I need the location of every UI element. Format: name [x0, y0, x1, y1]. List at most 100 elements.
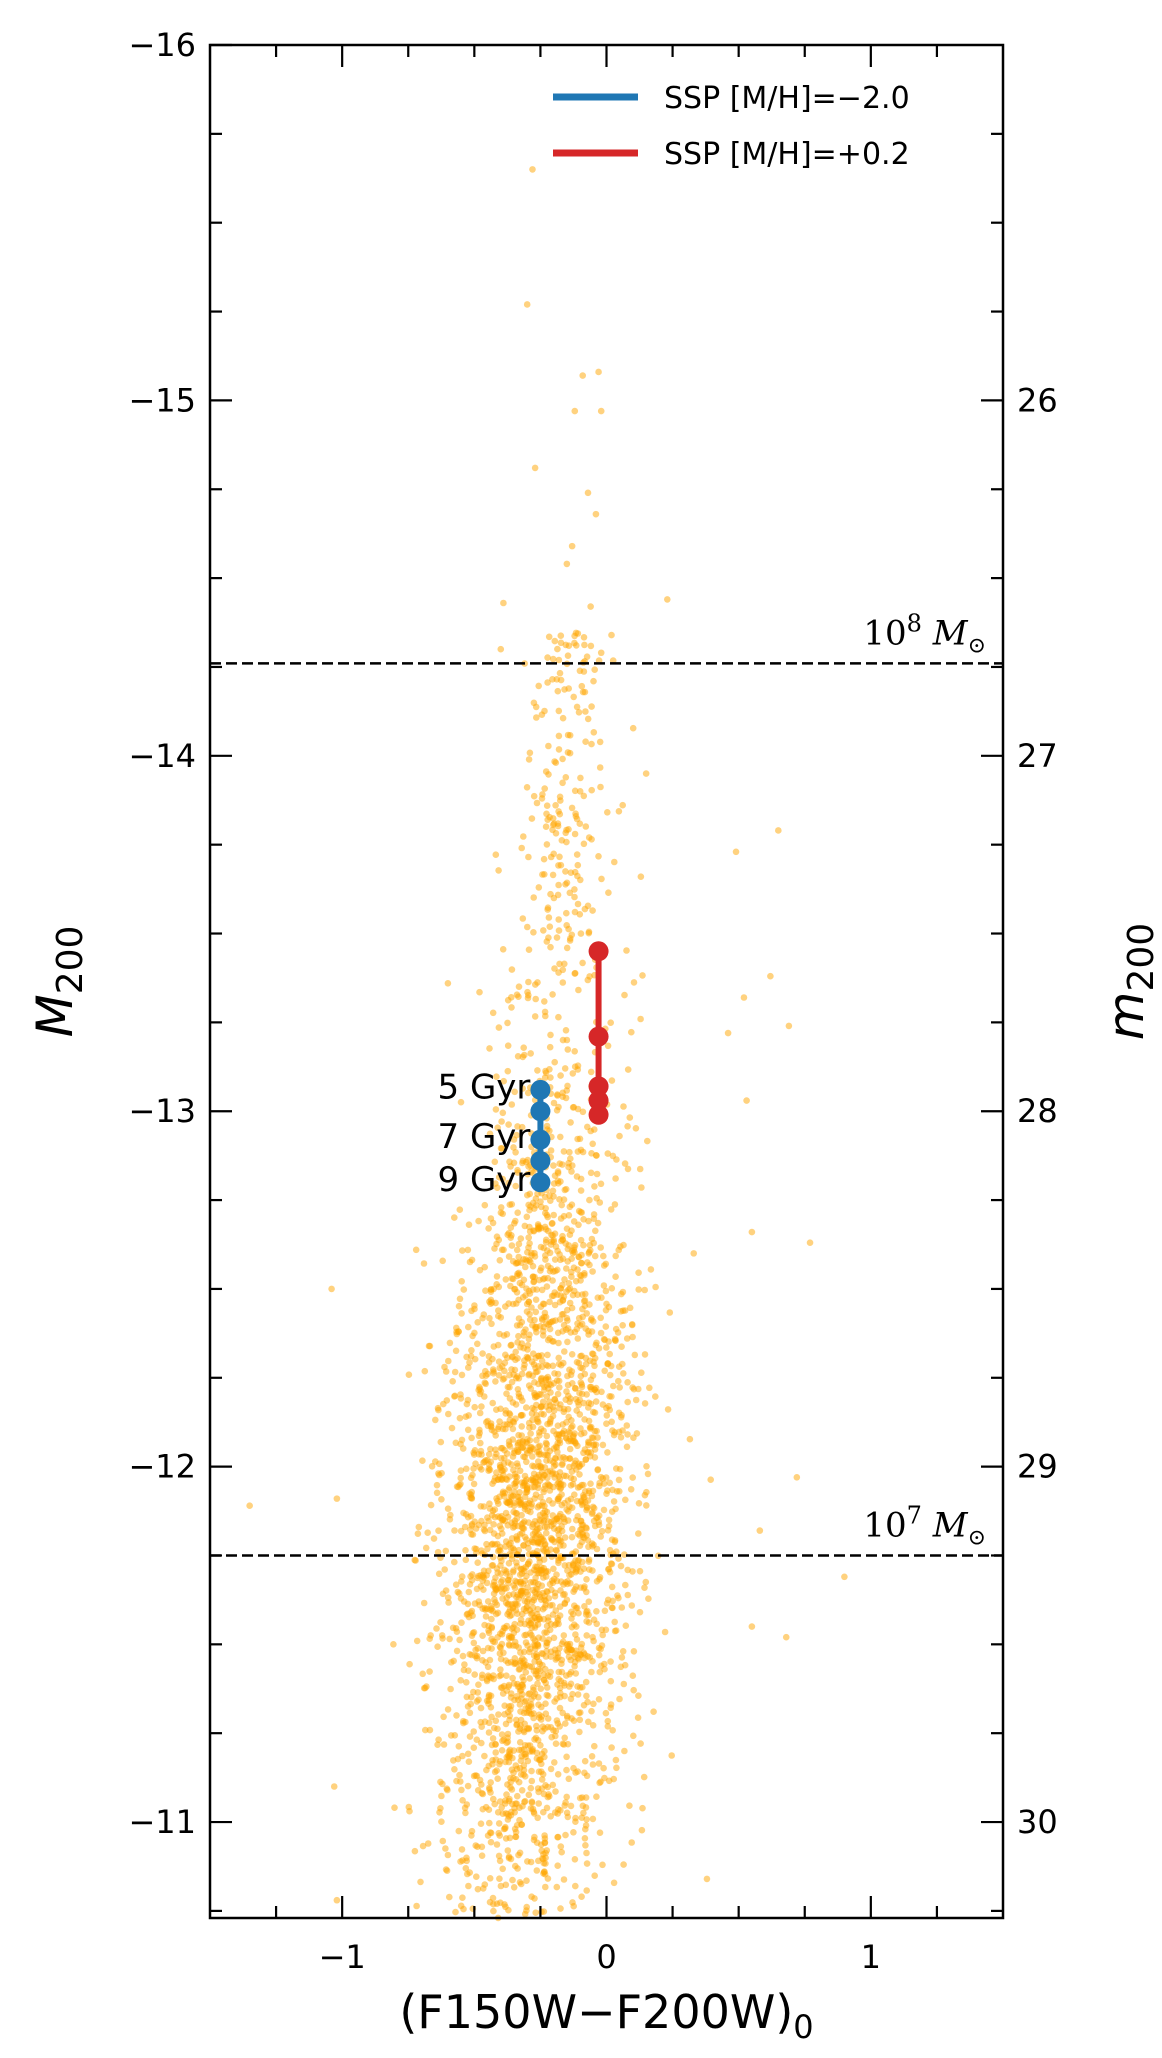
scatter-point [559, 1709, 566, 1717]
scatter-point [619, 1427, 626, 1434]
scatter-point [563, 1388, 570, 1395]
scatter-point [437, 1619, 444, 1626]
scatter-point [593, 1339, 600, 1347]
scatter-point [643, 1463, 650, 1470]
scatter-point [582, 1456, 590, 1463]
scatter-point [434, 1643, 441, 1650]
scatter-point [578, 1390, 586, 1398]
scatter-point [463, 1465, 470, 1473]
x-axis-label: (F150W−F200W)0 [399, 1985, 813, 2046]
scatter-point [640, 1773, 648, 1781]
scatter-point [528, 1168, 535, 1175]
scatter-point [417, 1878, 424, 1886]
scatter-point [595, 1696, 603, 1703]
scatter-point [622, 1622, 630, 1629]
scatter-point [528, 1624, 535, 1632]
scatter-point [587, 1449, 595, 1456]
scatter-point [481, 1393, 488, 1400]
scatter-point [521, 1518, 528, 1525]
scatter-point [564, 1714, 571, 1721]
scatter-point [457, 1467, 465, 1474]
scatter-point [551, 1538, 558, 1546]
scatter-point [569, 1104, 577, 1111]
scatter-point [543, 1684, 551, 1691]
scatter-point [513, 991, 521, 998]
scatter-point [496, 1493, 503, 1501]
scatter-point [542, 1256, 549, 1263]
scatter-point [557, 676, 565, 684]
scatter-point [580, 792, 588, 800]
scatter-point [556, 1384, 563, 1391]
scatter-point [533, 1585, 540, 1592]
scatter-point [411, 1847, 419, 1855]
scatter-point [506, 1753, 513, 1760]
scatter-point [520, 1479, 528, 1487]
scatter-point [511, 1470, 519, 1478]
scatter-point [505, 1253, 513, 1260]
scatter-point [508, 1004, 515, 1011]
scatter-point [549, 655, 557, 663]
scatter-point [569, 1899, 576, 1906]
scatter-point [626, 1304, 634, 1312]
scatter-point [506, 1612, 514, 1620]
scatter-point [575, 986, 582, 994]
age-label: 9 Gyr [438, 1160, 531, 1200]
scatter-point [508, 966, 516, 973]
scatter-point [464, 1750, 472, 1758]
scatter-point [585, 1718, 592, 1726]
scatter-point [438, 1792, 445, 1800]
x-tick-label: 1 [861, 1938, 881, 1976]
scatter-point [561, 1276, 568, 1283]
scatter-point [466, 1581, 474, 1588]
scatter-point [635, 1269, 642, 1276]
scatter-point [602, 1306, 610, 1314]
scatter-point [491, 1541, 499, 1548]
scatter-point [642, 770, 650, 777]
scatter-point [580, 668, 588, 675]
scatter-point [499, 946, 507, 953]
scatter-point [588, 1753, 596, 1760]
scatter-point [471, 1403, 479, 1411]
scatter-point [497, 1562, 504, 1569]
scatter-point [666, 1309, 674, 1316]
scatter-point [497, 1666, 504, 1673]
scatter-point [567, 1424, 575, 1431]
scatter-point [530, 792, 538, 800]
scatter-point [556, 1160, 563, 1167]
scatter-point [568, 1168, 575, 1175]
x-tick-label: −1 [319, 1938, 366, 1976]
scatter-point [569, 1249, 577, 1257]
scatter-point [561, 1734, 568, 1742]
scatter-point [485, 1806, 493, 1813]
scatter-point [561, 1599, 569, 1607]
scatter-point [526, 1331, 533, 1339]
scatter-point [611, 1618, 618, 1626]
scatter-point [580, 634, 588, 641]
scatter-point [523, 1536, 530, 1543]
scatter-point [558, 1201, 565, 1209]
scatter-point [590, 729, 598, 736]
scatter-point [470, 1451, 478, 1458]
scatter-point [609, 1152, 617, 1160]
scatter-point [562, 868, 569, 875]
scatter-point [607, 1206, 615, 1213]
scatter-point [583, 1772, 591, 1780]
scatter-point [494, 1341, 502, 1349]
scatter-point [542, 1209, 549, 1217]
scatter-point [568, 1201, 576, 1208]
scatter-point [523, 1458, 530, 1466]
scatter-point [539, 1546, 547, 1553]
scatter-point [581, 1429, 588, 1437]
scatter-point [555, 1668, 563, 1676]
scatter-point [545, 1636, 553, 1643]
scatter-point [439, 1590, 447, 1598]
scatter-point [541, 707, 548, 715]
scatter-point [452, 1347, 460, 1355]
scatter-point [555, 1377, 563, 1385]
scatter-point [515, 1728, 522, 1735]
scatter-point [540, 1908, 548, 1915]
scatter-point [489, 1760, 496, 1768]
scatter-point [492, 1106, 500, 1113]
scatter-point [595, 1651, 603, 1659]
scatter-point [494, 1124, 502, 1131]
